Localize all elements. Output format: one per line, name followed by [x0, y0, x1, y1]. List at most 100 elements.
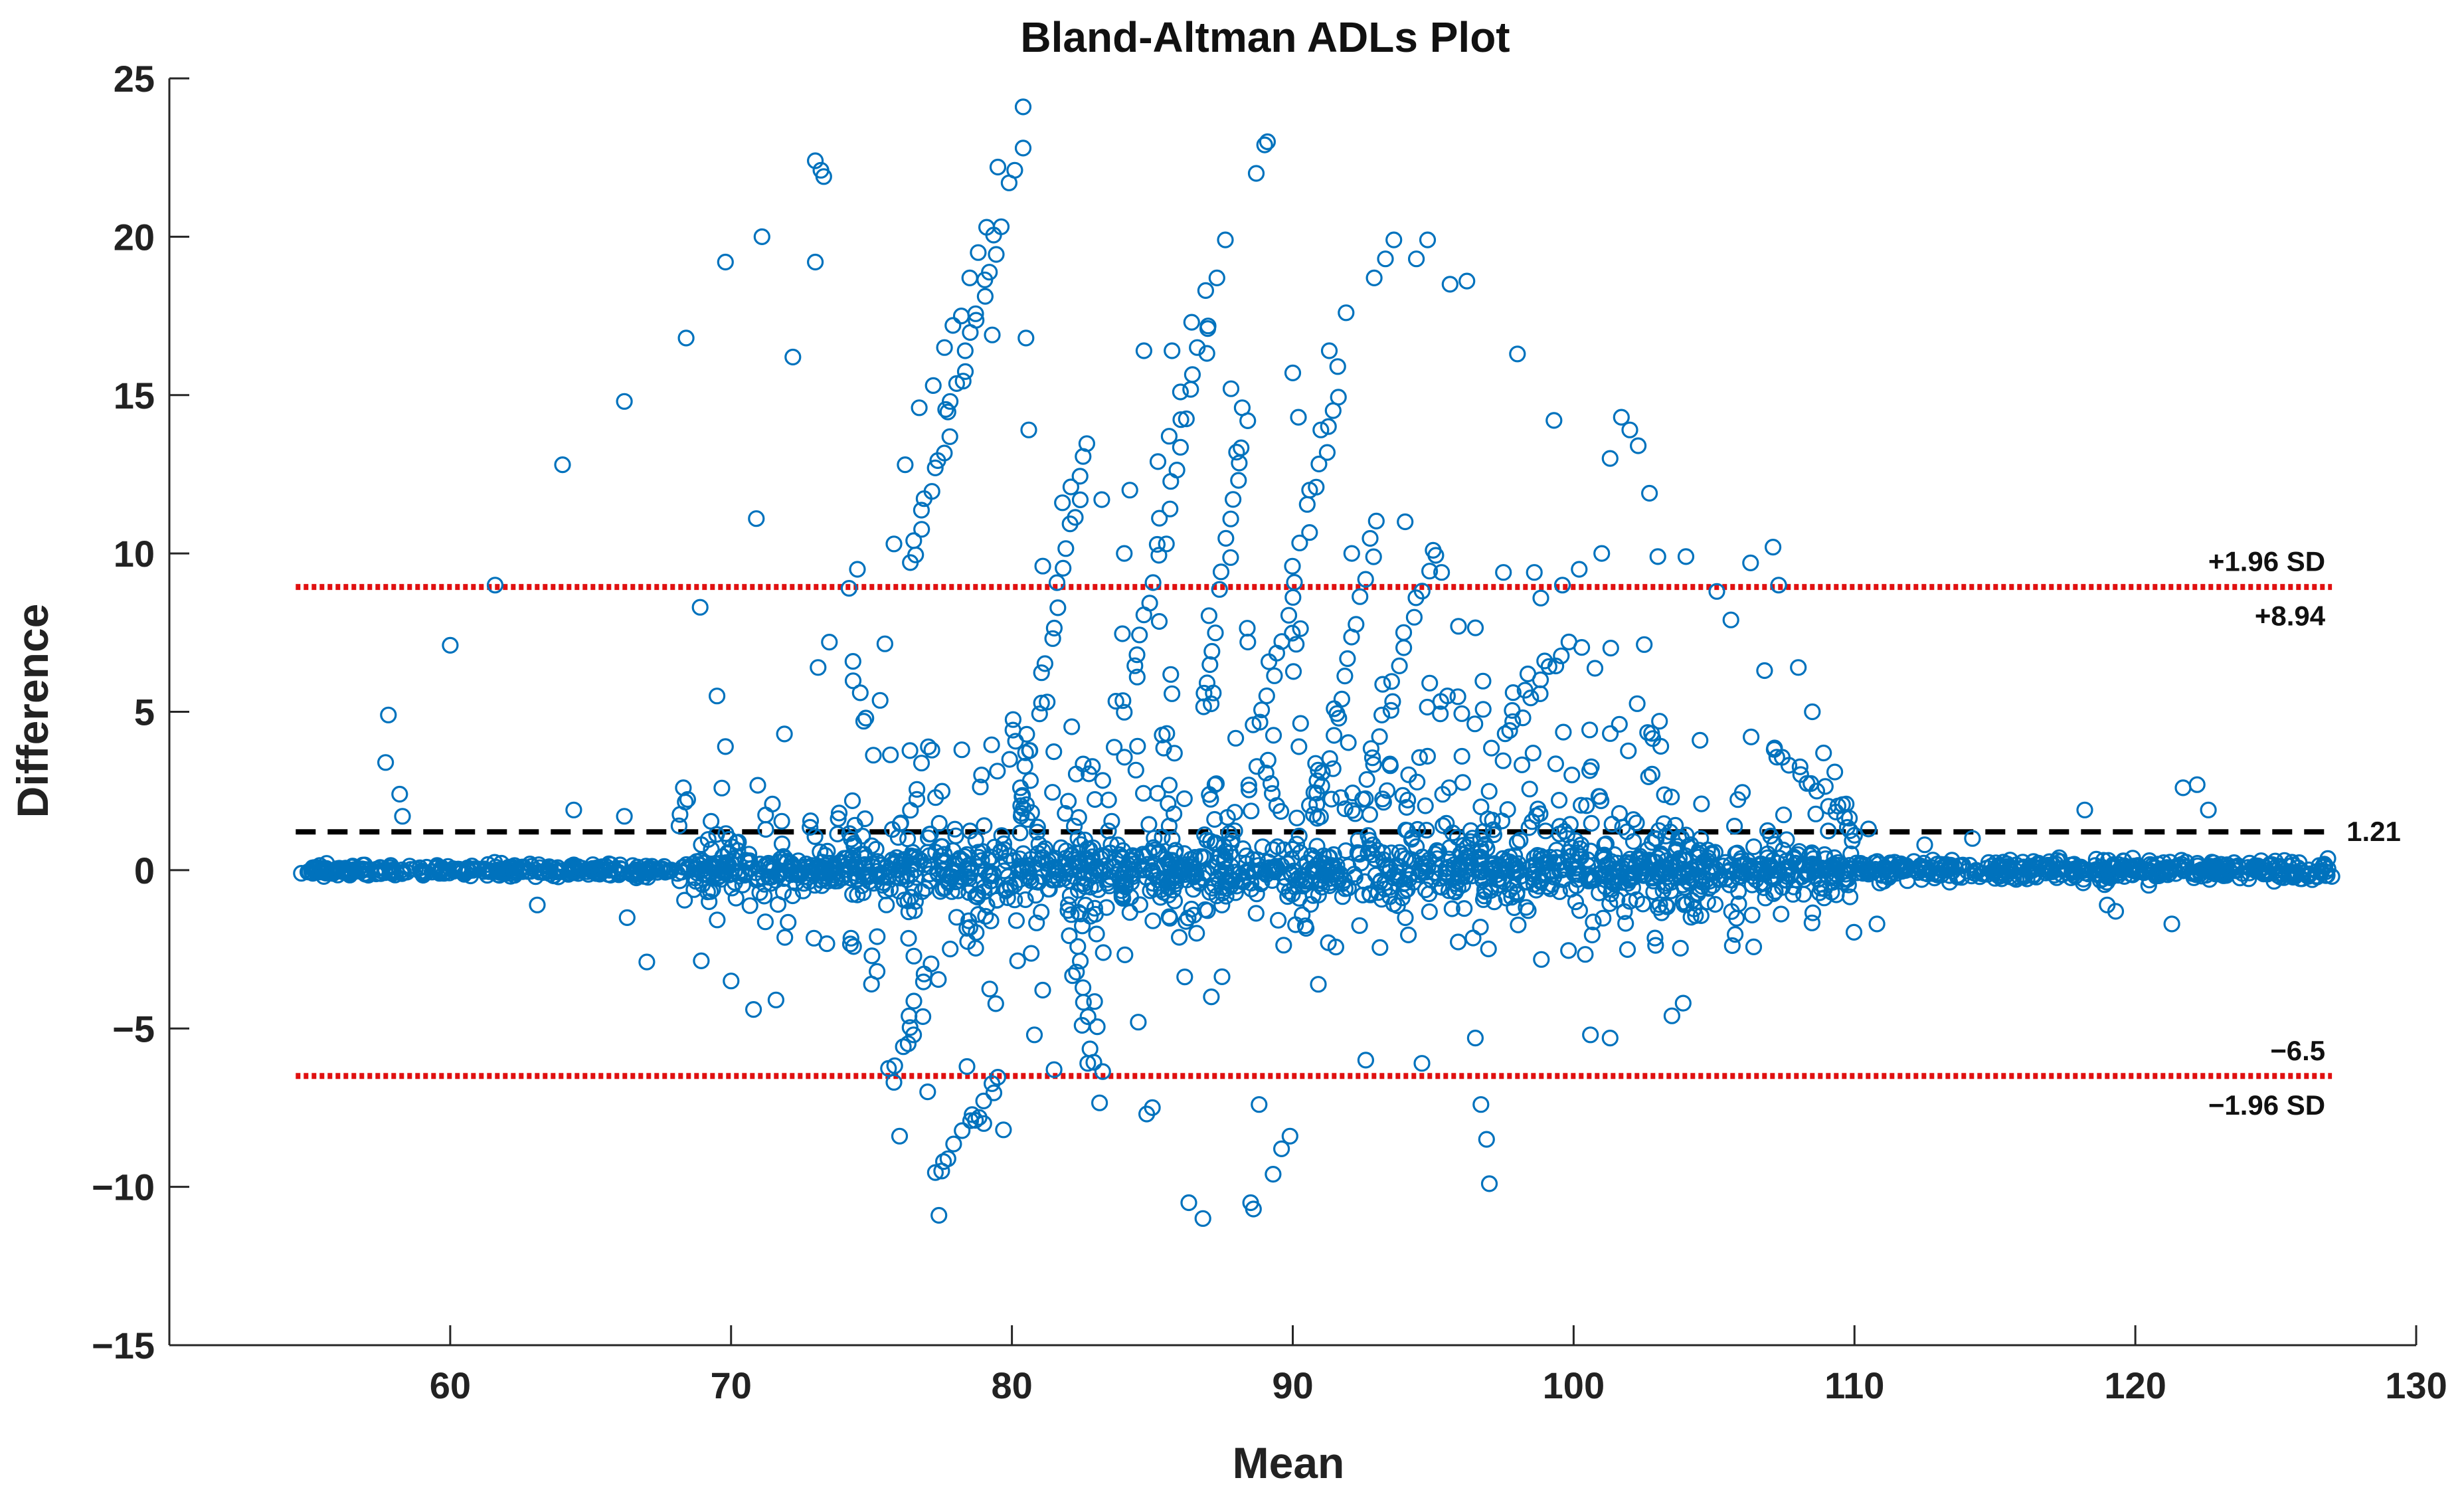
data-point	[1144, 574, 1162, 591]
x-tick-label: 100	[1543, 1364, 1605, 1406]
data-point	[2087, 850, 2105, 868]
data-point	[1553, 577, 1571, 594]
data-point	[1141, 595, 1158, 612]
data-point	[1034, 557, 1051, 575]
data-point	[1086, 899, 1104, 917]
data-point	[1375, 794, 1392, 811]
data-point	[2161, 864, 2178, 882]
data-point	[958, 1058, 976, 1075]
data-point	[1333, 690, 1351, 708]
data-point	[1462, 822, 1479, 840]
data-point	[1591, 884, 1608, 901]
data-point	[1025, 1026, 1043, 1044]
data-point	[1672, 939, 1689, 957]
data-point	[1308, 772, 1326, 789]
data-point	[1929, 866, 1946, 884]
data-point	[1067, 509, 1084, 526]
data-point	[1302, 895, 1320, 913]
data-point	[1279, 887, 1296, 905]
data-points	[293, 98, 2340, 1227]
data-point	[1288, 836, 1306, 853]
data-point	[476, 860, 493, 878]
data-point	[1352, 588, 1369, 605]
data-point	[1184, 366, 1201, 383]
data-point	[1658, 852, 1675, 870]
data-point	[749, 777, 766, 794]
data-point	[983, 848, 1000, 866]
data-point	[677, 329, 695, 347]
data-point	[810, 659, 827, 676]
data-point	[930, 866, 947, 883]
data-point	[713, 779, 731, 796]
data-point	[1532, 671, 1549, 689]
data-point	[1577, 946, 1594, 963]
data-point	[1188, 925, 1205, 942]
data-point	[1155, 739, 1172, 757]
data-point	[1686, 900, 1703, 917]
data-point	[1314, 764, 1331, 781]
data-point	[1640, 768, 1657, 786]
data-point	[1166, 745, 1183, 762]
data-point	[315, 868, 333, 886]
data-point	[1284, 840, 1301, 858]
data-point	[1017, 891, 1034, 909]
data-point	[1071, 468, 1089, 485]
data-point	[1222, 510, 1239, 527]
data-point	[612, 860, 629, 878]
data-point	[1116, 749, 1133, 766]
data-point	[842, 929, 859, 947]
data-point	[1320, 342, 1338, 359]
data-point	[1284, 364, 1302, 382]
data-point	[784, 857, 801, 875]
data-point	[889, 828, 907, 846]
data-point	[1892, 855, 1909, 873]
data-point	[1085, 1054, 1102, 1071]
data-point	[1365, 548, 1382, 565]
data-point	[1560, 942, 1577, 959]
x-tick-label: 60	[430, 1364, 471, 1406]
data-point	[1259, 853, 1277, 870]
data-point	[1657, 827, 1674, 845]
data-point	[2177, 854, 2195, 871]
data-point	[1150, 547, 1168, 564]
data-point	[956, 342, 974, 359]
data-point	[750, 860, 767, 878]
data-point	[1251, 1096, 1268, 1113]
data-point	[1031, 705, 1048, 723]
data-point	[684, 855, 702, 872]
data-point	[2200, 801, 2217, 818]
data-point	[844, 672, 862, 690]
data-point	[1472, 798, 1490, 816]
data-point	[1049, 599, 1067, 616]
data-point	[975, 1115, 992, 1132]
data-point	[1743, 728, 1760, 746]
data-point	[1249, 851, 1266, 868]
data-point	[1682, 909, 1700, 926]
data-point	[1620, 742, 1637, 759]
data-point	[1014, 98, 1032, 116]
data-point	[1180, 909, 1197, 927]
data-point	[899, 1035, 917, 1052]
data-point	[505, 862, 523, 880]
data-point	[1298, 496, 1316, 513]
data-point	[1834, 863, 1852, 880]
data-point	[882, 746, 899, 763]
data-point	[952, 308, 970, 325]
data-point	[1084, 852, 1101, 870]
data-point	[1808, 783, 1826, 800]
data-point	[1095, 944, 1112, 961]
data-point	[1677, 548, 1695, 565]
data-point	[1601, 450, 1619, 467]
data-point	[701, 893, 718, 911]
data-point	[992, 844, 1009, 861]
data-point	[693, 952, 710, 970]
data-point	[702, 863, 720, 881]
data-point	[944, 317, 962, 334]
data-point	[1195, 826, 1213, 844]
y-tick-label: −15	[92, 1325, 155, 1366]
data-point	[1388, 857, 1405, 874]
data-point	[1103, 812, 1120, 830]
data-point	[1617, 915, 1634, 932]
data-point	[776, 929, 794, 946]
data-point	[1421, 885, 1438, 903]
